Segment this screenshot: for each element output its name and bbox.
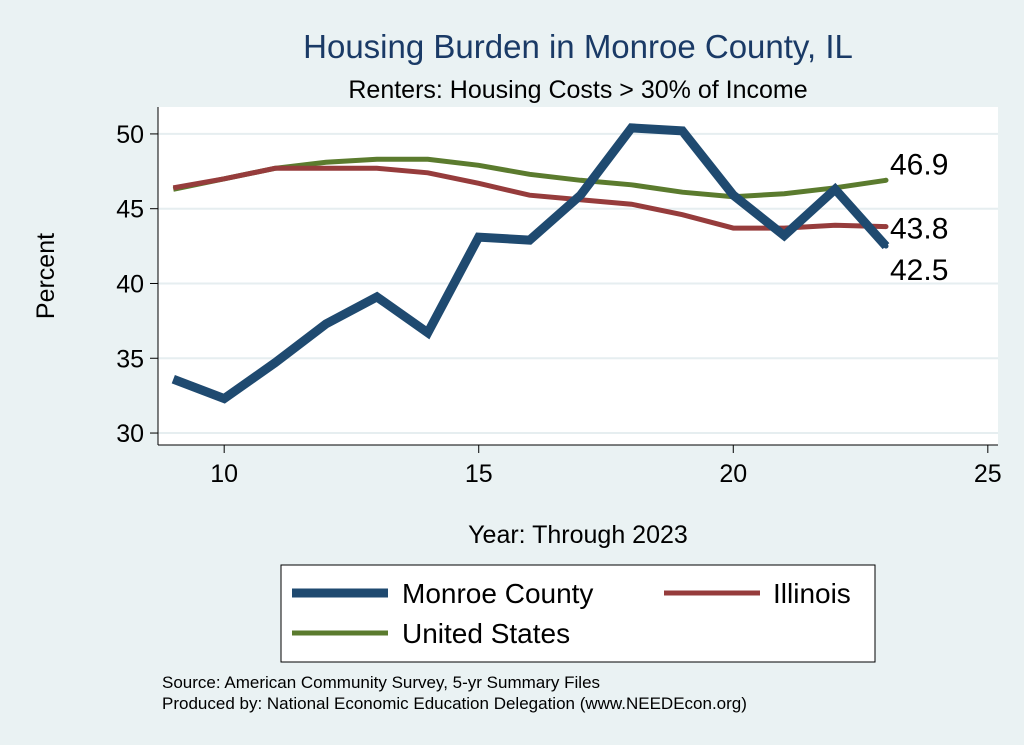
y-tick-label-35: 35 [116, 345, 144, 373]
legend: Monroe County Illinois United States [280, 564, 876, 663]
x-axis-title: Year: Through 2023 [468, 521, 688, 549]
end-labels: 42.5 43.8 46.9 [890, 148, 948, 287]
chart-subtitle: Renters: Housing Costs > 30% of Income [348, 76, 807, 104]
legend-box [280, 564, 876, 663]
legend-label-illinois: Illinois [773, 578, 851, 609]
y-tick-label-40: 40 [116, 270, 144, 298]
series-line-monroe-county [171, 123, 890, 404]
series-line-illinois [172, 165, 887, 231]
axes: 30 35 40 45 50 10 15 20 25 [116, 107, 1002, 488]
y-tick-label-50: 50 [116, 121, 144, 149]
series-end-marker-monroe-county [883, 243, 889, 249]
end-label-united-states: 46.9 [890, 148, 948, 181]
series [171, 123, 890, 404]
plot-area [158, 107, 998, 445]
legend-label-us: United States [402, 618, 570, 649]
series-end-marker-illinois [883, 224, 889, 230]
end-label-monroe-county: 42.5 [890, 254, 948, 287]
source-note: Source: American Community Survey, 5-yr … [162, 673, 600, 692]
x-tick-label-25: 25 [974, 460, 1002, 488]
y-tick-label-45: 45 [116, 196, 144, 224]
x-tick-label-10: 10 [210, 460, 238, 488]
y-axis-title: Percent [32, 233, 60, 319]
legend-label-monroe: Monroe County [402, 578, 593, 609]
chart-title: Housing Burden in Monroe County, IL [303, 28, 853, 65]
y-tick-label-30: 30 [116, 420, 144, 448]
producer-note: Produced by: National Economic Education… [162, 694, 747, 713]
x-tick-label-15: 15 [465, 460, 493, 488]
x-tick-label-20: 20 [719, 460, 747, 488]
end-label-illinois: 43.8 [890, 213, 948, 246]
series-end-marker-united-states [883, 177, 889, 183]
